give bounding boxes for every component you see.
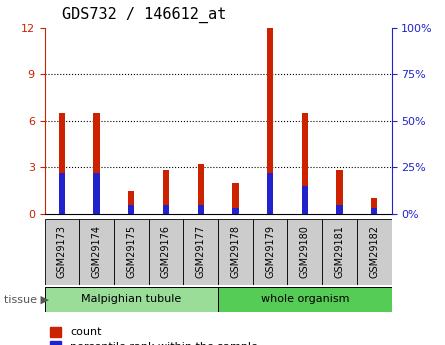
Bar [302,113,308,214]
Text: Malpighian tubule: Malpighian tubule [81,294,182,304]
Bar [198,205,204,214]
Bar [128,190,134,214]
Text: GSM29178: GSM29178 [231,225,240,278]
Bar [44,287,218,312]
Bar [322,219,357,285]
Bar [232,208,239,214]
Bar [93,173,100,214]
Bar [267,173,273,214]
Bar [218,219,253,285]
Bar [149,219,183,285]
Bar [59,113,65,214]
Bar [371,198,377,214]
Text: GSM29182: GSM29182 [369,225,379,278]
Bar [267,28,273,214]
Bar [287,219,322,285]
Bar [163,205,169,214]
Bar [336,170,343,214]
Bar [302,186,308,214]
Bar [357,219,392,285]
Bar [79,219,114,285]
Bar [128,205,134,214]
Text: GDS732 / 146612_at: GDS732 / 146612_at [62,7,226,23]
Text: GSM29179: GSM29179 [265,225,275,278]
Text: GSM29180: GSM29180 [300,225,310,278]
Legend: count, percentile rank within the sample: count, percentile rank within the sample [50,327,258,345]
Bar [44,219,79,285]
Bar [336,205,343,214]
Bar [218,287,392,312]
Text: tissue ▶: tissue ▶ [4,294,49,304]
Bar [183,219,218,285]
Bar [198,164,204,214]
Bar [114,219,149,285]
Bar [371,208,377,214]
Text: GSM29177: GSM29177 [196,225,206,278]
Bar [93,113,100,214]
Bar [59,173,65,214]
Text: whole organism: whole organism [261,294,349,304]
Text: GSM29174: GSM29174 [92,225,101,278]
Bar [163,170,169,214]
Bar [253,219,287,285]
Text: GSM29176: GSM29176 [161,225,171,278]
Text: GSM29181: GSM29181 [335,225,344,278]
Bar [232,183,239,214]
Text: GSM29173: GSM29173 [57,225,67,278]
Text: GSM29175: GSM29175 [126,225,136,278]
